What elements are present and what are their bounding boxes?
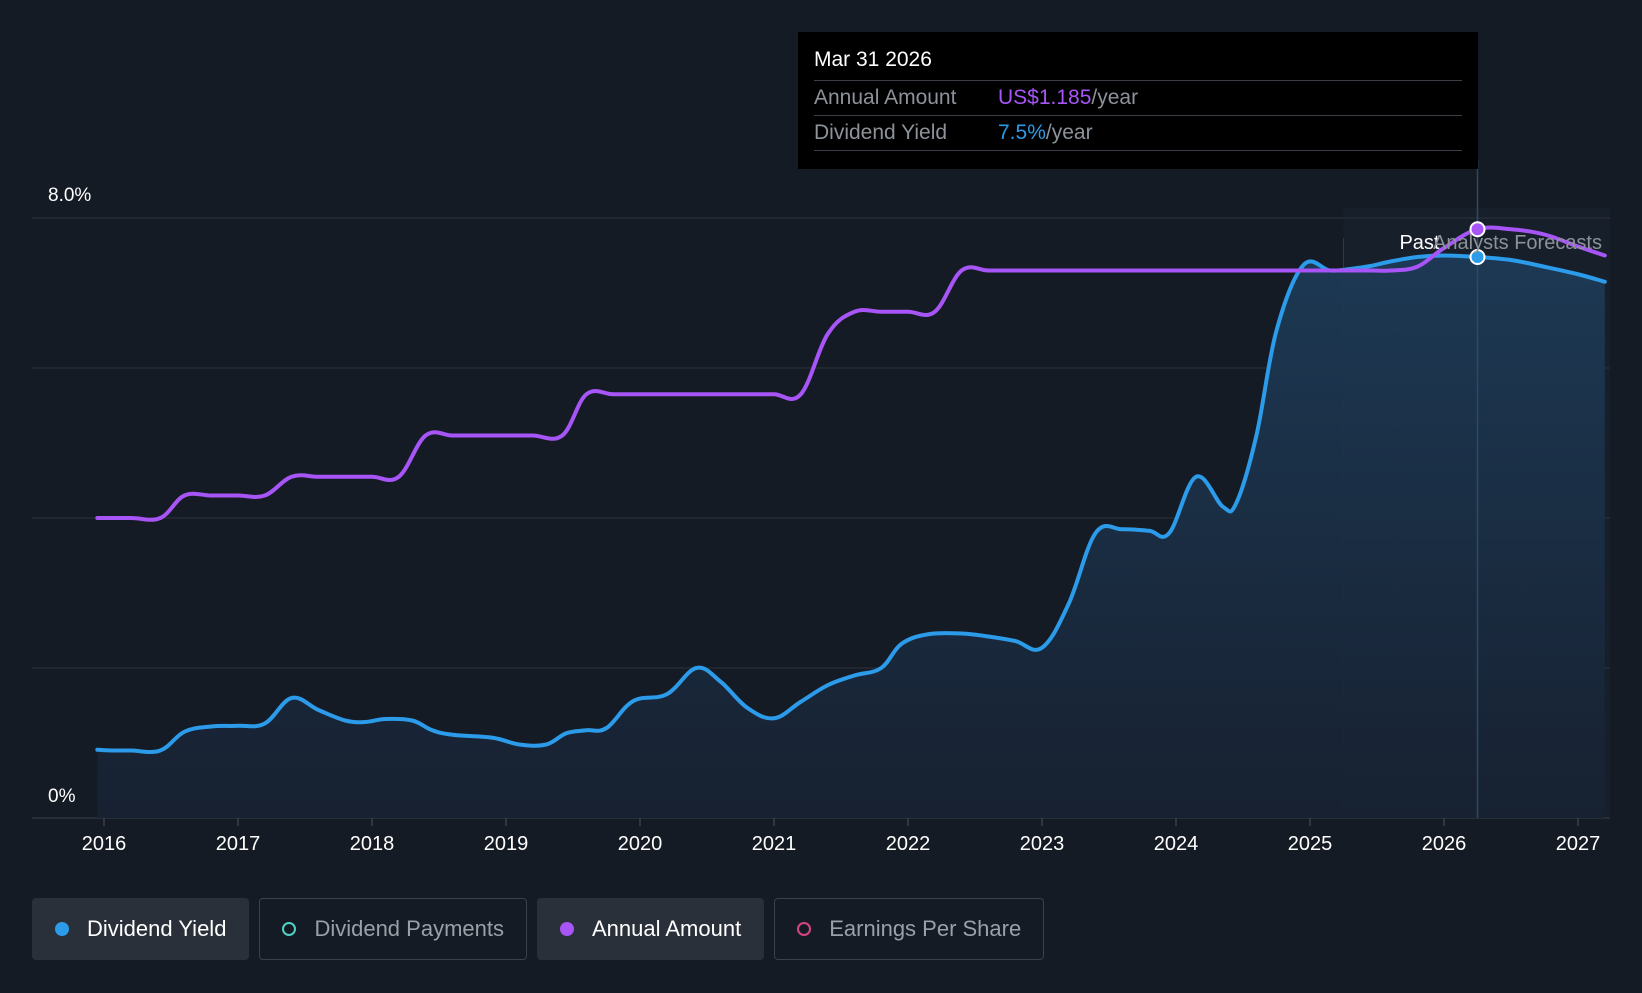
x-tick-label: 2025: [1288, 833, 1333, 855]
tooltip-value: 7.5%: [998, 121, 1046, 144]
legend-label: Annual Amount: [591, 916, 742, 941]
legend-label: Dividend Payments: [314, 916, 504, 941]
forecast-region-label: Analysts Forecasts: [1433, 232, 1602, 254]
legend: Dividend Yield Dividend Payments Annual …: [32, 898, 1045, 960]
x-tick-label: 2027: [1556, 833, 1601, 855]
past-region-label: Past: [1399, 232, 1439, 254]
tooltip-unit: /year: [1091, 86, 1139, 109]
legend-label: Earnings Per Share: [829, 916, 1022, 941]
legend-dividend-yield-toggle[interactable]: Dividend Yield: [32, 898, 250, 960]
tooltip-row-annual-amount: Annual Amount US$1.185 /year: [814, 81, 1462, 116]
x-tick-label: 2019: [484, 833, 529, 855]
annual-amount-marker: [1469, 221, 1486, 238]
y-tick-label: 8.0%: [48, 185, 91, 206]
y-tick-label: 0%: [48, 786, 76, 807]
legend-ring-icon: [797, 922, 812, 936]
dividend-yield-marker: [1469, 249, 1486, 265]
tooltip-unit: /year: [1045, 121, 1093, 144]
tooltip: Mar 31 2026 Annual Amount US$1.185 /year…: [798, 32, 1478, 169]
tooltip-label: Annual Amount: [814, 86, 957, 109]
x-tick-label: 2017: [216, 833, 261, 855]
x-tick-label: 2023: [1020, 833, 1065, 855]
dividend-yield-area: [97, 255, 1605, 818]
annual-amount-line: [95, 225, 1607, 522]
tooltip-value: US$1.185: [998, 86, 1092, 109]
legend-earnings-per-share-toggle[interactable]: Earnings Per Share: [774, 898, 1045, 960]
tooltip-label: Dividend Yield: [814, 121, 948, 144]
legend-dividend-payments-toggle[interactable]: Dividend Payments: [259, 898, 527, 960]
x-tick-label: 2026: [1422, 833, 1467, 855]
x-tick-label: 2016: [82, 833, 127, 855]
x-tick-label: 2024: [1154, 833, 1199, 855]
tooltip-date: Mar 31 2026: [814, 46, 1462, 81]
legend-label: Dividend Yield: [87, 916, 227, 941]
x-tick-label: 2020: [618, 833, 663, 855]
tooltip-row-dividend-yield: Dividend Yield 7.5% /year: [814, 116, 1462, 151]
legend-dot-icon: [559, 922, 574, 936]
x-tick-label: 2022: [886, 833, 931, 855]
legend-dot-icon: [55, 922, 69, 936]
x-tick-label: 2021: [752, 833, 797, 855]
legend-annual-amount-toggle[interactable]: Annual Amount: [536, 898, 765, 960]
legend-ring-icon: [282, 922, 297, 936]
x-tick-label: 2018: [350, 833, 395, 855]
